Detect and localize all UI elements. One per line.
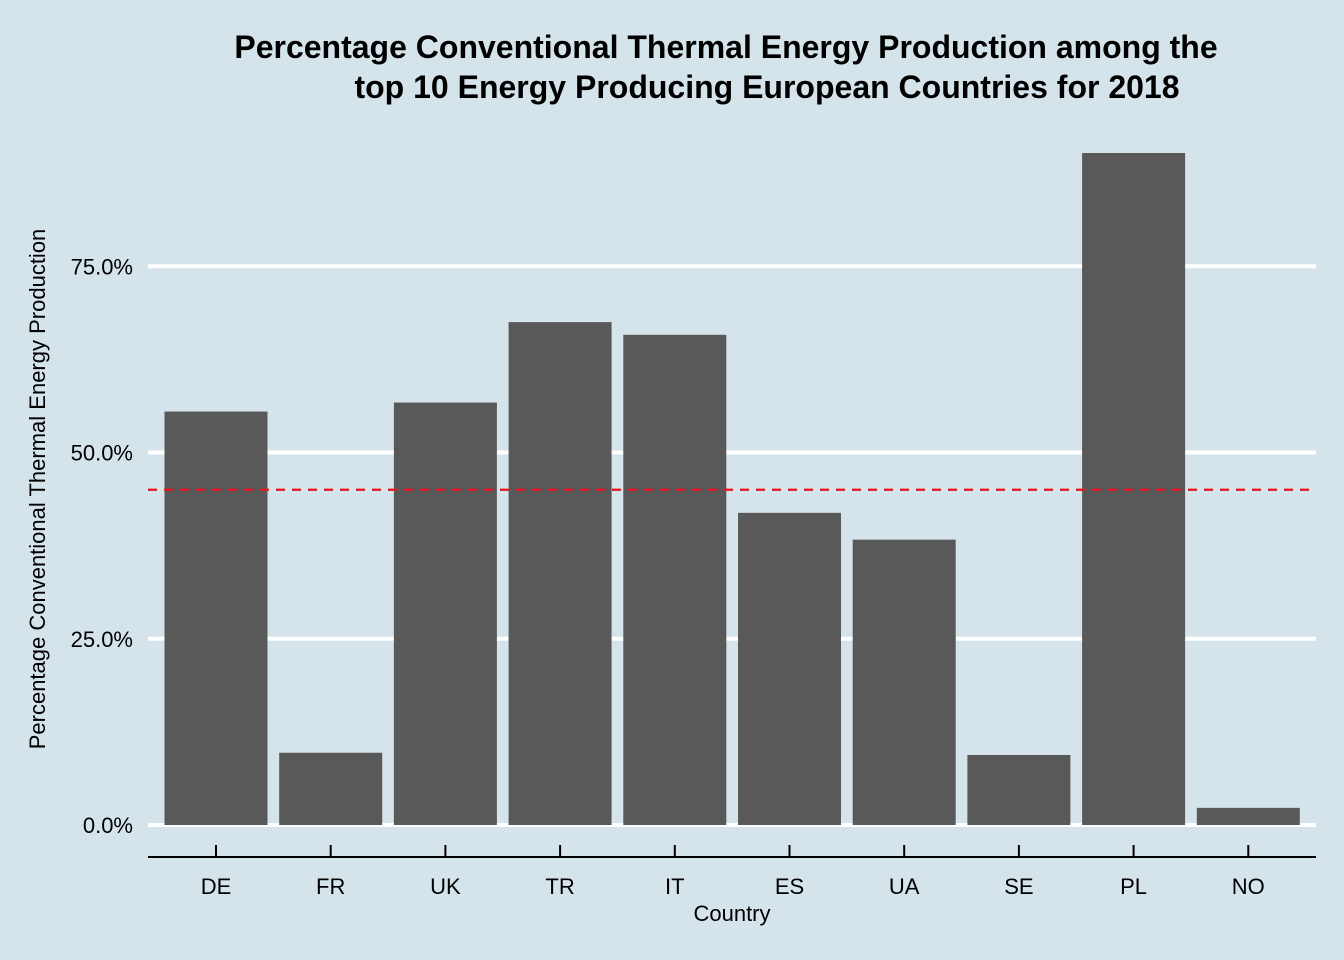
bar-it xyxy=(623,334,727,825)
y-tick-label: 50.0% xyxy=(71,441,133,466)
y-tick-label: 0.0% xyxy=(83,813,133,838)
x-tick-label-it: IT xyxy=(665,874,685,899)
bar-no xyxy=(1196,807,1300,825)
bar-fr xyxy=(279,752,383,825)
y-axis-title: Percentage Conventional Thermal Energy P… xyxy=(25,229,50,750)
chart-title-line-1: Percentage Conventional Thermal Energy P… xyxy=(234,29,1217,65)
x-tick-label-uk: UK xyxy=(430,874,461,899)
x-axis: DE FR UK TR IT ES UA SE PL NO xyxy=(148,845,1316,899)
bar-es xyxy=(738,512,841,825)
y-axis-tick-labels: 0.0% 25.0% 50.0% 75.0% xyxy=(71,254,133,838)
chart-title-line-2: top 10 Energy Producing European Countri… xyxy=(354,69,1179,105)
x-tick-label-fr: FR xyxy=(316,874,345,899)
bar-tr xyxy=(508,322,612,825)
bars xyxy=(164,153,1300,825)
x-tick-label-no: NO xyxy=(1232,874,1265,899)
x-tick-label-es: ES xyxy=(775,874,804,899)
bar-de xyxy=(164,411,268,825)
bar-uk xyxy=(393,402,497,825)
x-tick-label-tr: TR xyxy=(545,874,574,899)
x-tick-label-pl: PL xyxy=(1120,874,1147,899)
x-tick-label-ua: UA xyxy=(889,874,920,899)
bar-ua xyxy=(852,539,956,825)
y-tick-label: 75.0% xyxy=(71,254,133,279)
y-tick-label: 25.0% xyxy=(71,627,133,652)
x-axis-title: Country xyxy=(693,901,770,926)
bar-se xyxy=(967,754,1071,825)
x-tick-label-de: DE xyxy=(201,874,232,899)
x-tick-label-se: SE xyxy=(1004,874,1033,899)
